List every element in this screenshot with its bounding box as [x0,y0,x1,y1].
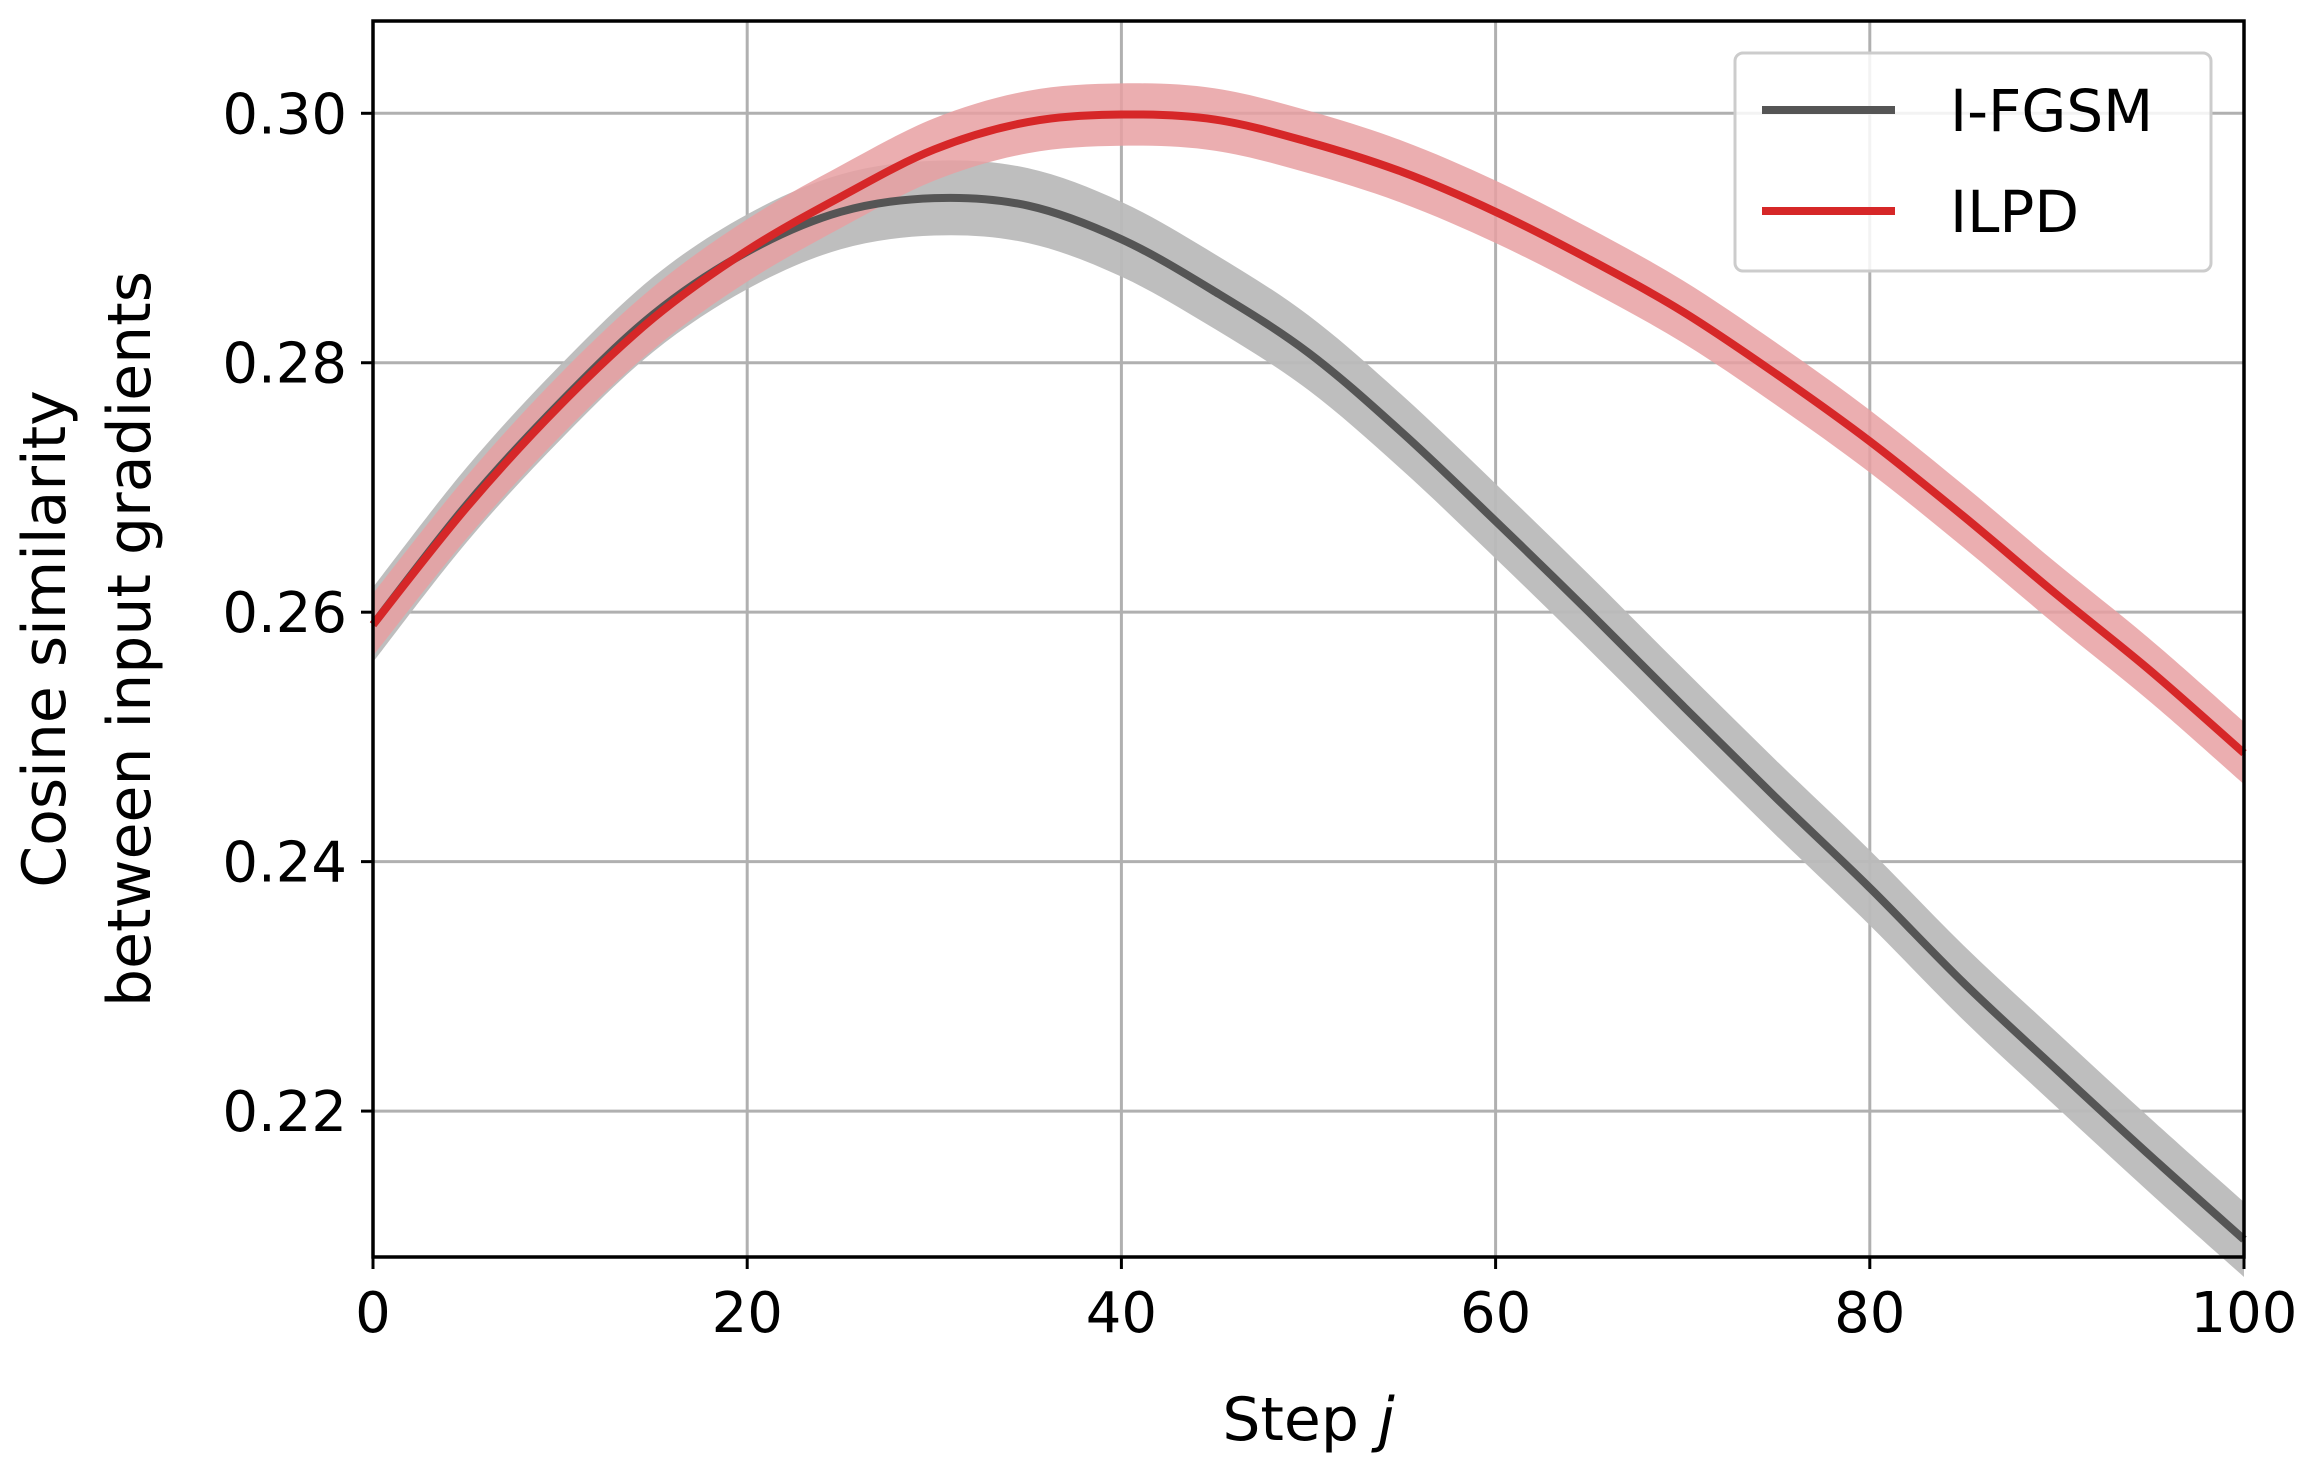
x-tick-label-20: 20 [712,1281,783,1346]
y-axis-title-line1: Cosine similarity [10,390,80,887]
y-axis-title-line2: between input gradients [95,271,165,1007]
y-tick-label-0.24: 0.24 [222,831,347,896]
y-tick-label-0.26: 0.26 [222,581,347,646]
x-tick-label-40: 40 [1086,1281,1157,1346]
confidence-bands [373,83,2244,1277]
legend: I-FGSM ILPD [1733,51,2213,273]
ticks [361,111,2246,1269]
x-axis-title: Step j [1222,1385,1395,1455]
x-tick-label-0: 0 [355,1281,391,1346]
legend-label-ilpd: ILPD [1950,178,2079,246]
x-tick-label-80: 80 [1834,1281,1905,1346]
line-ilpd [369,110,2247,757]
plot-frame [371,19,2246,1259]
x-tick-label-60: 60 [1460,1281,1531,1346]
band-ifgsm [373,160,2244,1277]
y-tick-label-0.22: 0.22 [222,1080,347,1145]
series-lines [369,110,2247,1243]
band-ilpd [373,83,2244,785]
legend-label-ifgsm: I-FGSM [1950,77,2153,145]
y-tick-label-0.30: 0.30 [222,82,347,147]
tick-labels: 0 20 40 60 80 100 0.22 0.24 0.26 0.28 0.30 [222,82,2297,1346]
x-axis-title-var: j [1371,1385,1395,1455]
x-axis-title-text: Step [1222,1385,1359,1455]
x-tick-label-100: 100 [2191,1281,2298,1346]
y-tick-label-0.28: 0.28 [222,332,347,397]
